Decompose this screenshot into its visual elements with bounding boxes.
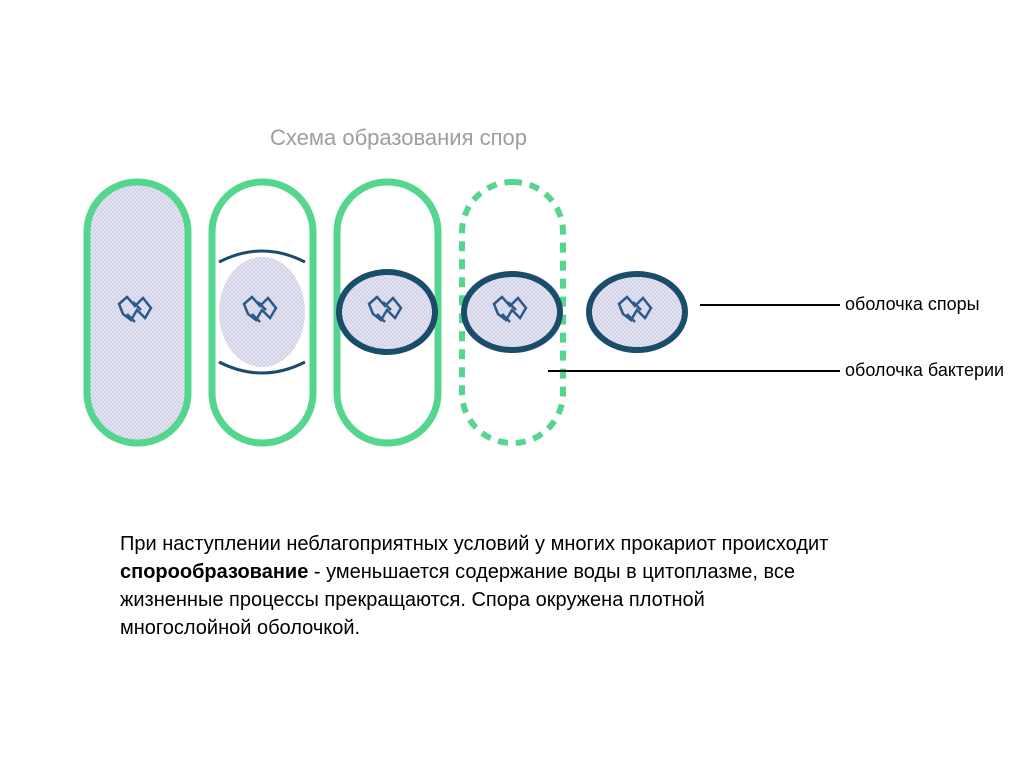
cell-stage-4 xyxy=(455,175,570,450)
diagram-title: Схема образования спор xyxy=(270,125,527,151)
desc-bold: спорообразование xyxy=(120,561,308,583)
cell-stage-5 xyxy=(580,175,695,450)
bacteria-shell-line xyxy=(548,370,840,372)
bacteria-shell-label: оболочка бактерии xyxy=(845,360,1004,381)
cell-stage-3 xyxy=(330,175,445,450)
spore-shell-label: оболочка споры xyxy=(845,294,980,315)
spore-shell-line xyxy=(700,304,840,306)
description-paragraph: При наступлении неблагоприятных условий … xyxy=(120,530,830,642)
desc-before: При наступлении неблагоприятных условий … xyxy=(120,533,828,555)
cell-stage-1 xyxy=(80,175,195,450)
cells-row xyxy=(80,175,695,450)
cell-stage-2 xyxy=(205,175,320,450)
diagram-canvas: Схема образования спор xyxy=(0,0,1024,768)
